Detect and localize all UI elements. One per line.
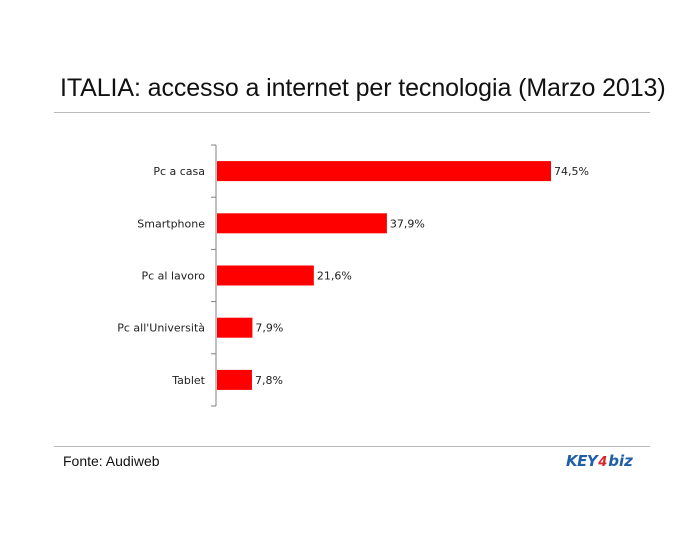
bar [217, 161, 551, 182]
chart-title: ITALIA: accesso a internet per tecnologi… [60, 74, 666, 102]
data-label: 74,5% [554, 165, 589, 178]
data-label: 7,8% [255, 374, 283, 387]
bar [217, 213, 387, 234]
category-label: Pc all'Università [117, 322, 205, 335]
bar [217, 317, 253, 338]
title-divider [54, 112, 650, 113]
category-label: Smartphone [137, 217, 205, 230]
category-label: Tablet [171, 374, 205, 387]
category-label: Pc a casa [153, 165, 205, 178]
data-label: 7,9% [255, 322, 283, 335]
data-label: 37,9% [390, 217, 425, 230]
footer-divider [54, 446, 650, 447]
category-label: Pc al lavoro [141, 270, 205, 283]
bar [217, 265, 314, 286]
data-label: 21,6% [317, 270, 352, 283]
key4biz-logo: KEY4biz [566, 452, 633, 470]
bar [217, 369, 252, 390]
source-note: Fonte: Audiweb [63, 453, 160, 469]
